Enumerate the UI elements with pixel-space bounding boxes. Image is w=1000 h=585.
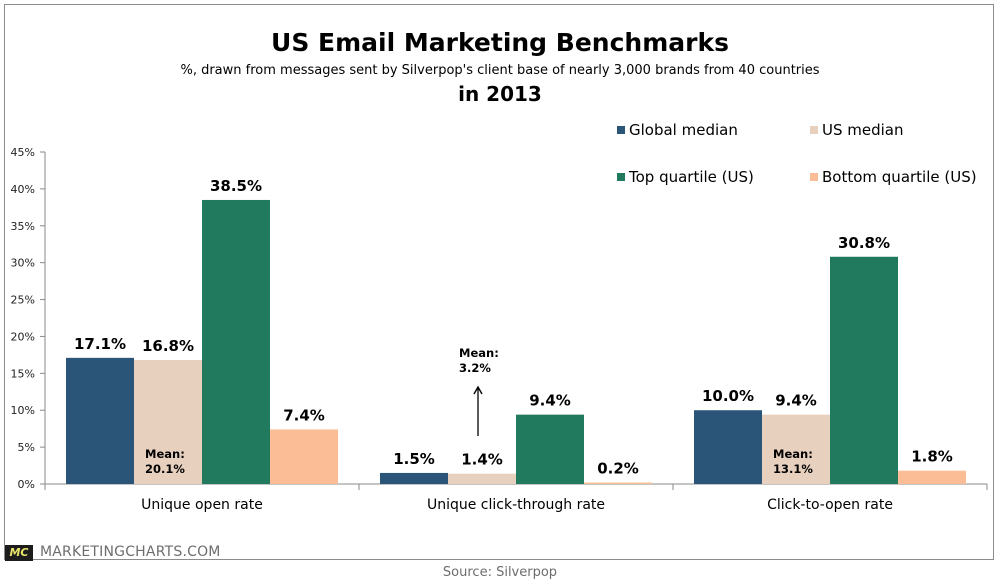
y-tick-label: 20% bbox=[11, 330, 35, 343]
y-tick-label: 15% bbox=[11, 367, 35, 380]
bar bbox=[380, 472, 448, 484]
category-label: Click-to-open rate bbox=[767, 497, 893, 513]
bars bbox=[66, 199, 966, 484]
bar bbox=[66, 357, 134, 484]
y-tick-label: 25% bbox=[11, 294, 35, 307]
data-label: 9.4% bbox=[529, 392, 571, 410]
legend: Global median US median Top quartile (US) B… bbox=[617, 121, 977, 186]
bar bbox=[898, 470, 966, 484]
bar bbox=[830, 256, 898, 484]
mean-annotation-value: 3.2% bbox=[459, 361, 491, 375]
legend-swatch bbox=[617, 173, 625, 181]
data-label: 17.1% bbox=[74, 335, 126, 353]
legend-label: Top quartile (US) bbox=[628, 168, 754, 186]
chart-subtitle: %, drawn from messages sent by Silverpop… bbox=[180, 63, 820, 78]
data-label: 38.5% bbox=[210, 177, 262, 195]
source-text: Source: Silverpop bbox=[442, 565, 558, 580]
annotations: Mean:20.1%Mean:3.2%Mean:13.1% bbox=[145, 346, 813, 476]
data-label: 9.4% bbox=[775, 392, 817, 410]
data-labels: 17.1% 1.5% 10.0% 16.8% 1.4% 9.4% 38.5% 9.4% 30.8… bbox=[74, 177, 953, 478]
y-tick-label: 40% bbox=[11, 183, 35, 196]
y-tick-label: 10% bbox=[11, 404, 35, 417]
data-label: 1.8% bbox=[911, 448, 953, 466]
category-label: Unique click-through rate bbox=[427, 497, 605, 513]
chart-frame bbox=[4, 4, 994, 560]
chart-title: US Email Marketing Benchmarks bbox=[271, 28, 729, 57]
y-tick-label: 0% bbox=[18, 478, 35, 491]
y-tick-label: 30% bbox=[11, 257, 35, 270]
y-tick-label: 35% bbox=[11, 220, 35, 233]
mean-annotation-label: Mean: bbox=[145, 447, 185, 461]
y-tick-label: 45% bbox=[11, 146, 35, 159]
mean-annotation-label: Mean: bbox=[773, 447, 813, 461]
data-label: 1.4% bbox=[461, 451, 503, 469]
mean-annotation-value: 13.1% bbox=[773, 462, 813, 476]
mean-annotation-value: 20.1% bbox=[145, 462, 185, 476]
data-label: 16.8% bbox=[142, 337, 194, 355]
marketingcharts-logo: MC bbox=[5, 545, 33, 561]
bar bbox=[516, 414, 584, 484]
chart-year: in 2013 bbox=[458, 82, 542, 106]
data-label: 1.5% bbox=[393, 450, 435, 468]
category-label: Unique open rate bbox=[141, 497, 263, 513]
data-label: 10.0% bbox=[702, 387, 754, 405]
bar bbox=[134, 360, 202, 484]
bar bbox=[762, 414, 830, 484]
bar bbox=[694, 410, 762, 484]
data-label: 30.8% bbox=[838, 234, 890, 252]
legend-label: US median bbox=[822, 121, 904, 139]
bar bbox=[202, 199, 270, 484]
bar bbox=[584, 482, 652, 484]
bar bbox=[448, 473, 516, 484]
arrow-head-icon bbox=[473, 385, 483, 395]
legend-swatch bbox=[617, 126, 625, 134]
data-label: 7.4% bbox=[283, 406, 325, 424]
legend-swatch bbox=[810, 126, 818, 134]
bar bbox=[270, 429, 338, 484]
footer-source: Source: Silverpop bbox=[0, 565, 1000, 580]
footer-brand: MARKETINGCHARTS.COM bbox=[40, 544, 221, 560]
mean-annotation-label: Mean: bbox=[459, 346, 499, 360]
legend-label: Bottom quartile (US) bbox=[822, 168, 977, 186]
legend-swatch bbox=[810, 173, 818, 181]
y-tick-label: 5% bbox=[18, 441, 35, 454]
legend-label: Global median bbox=[629, 121, 738, 139]
data-label: 0.2% bbox=[597, 460, 639, 478]
